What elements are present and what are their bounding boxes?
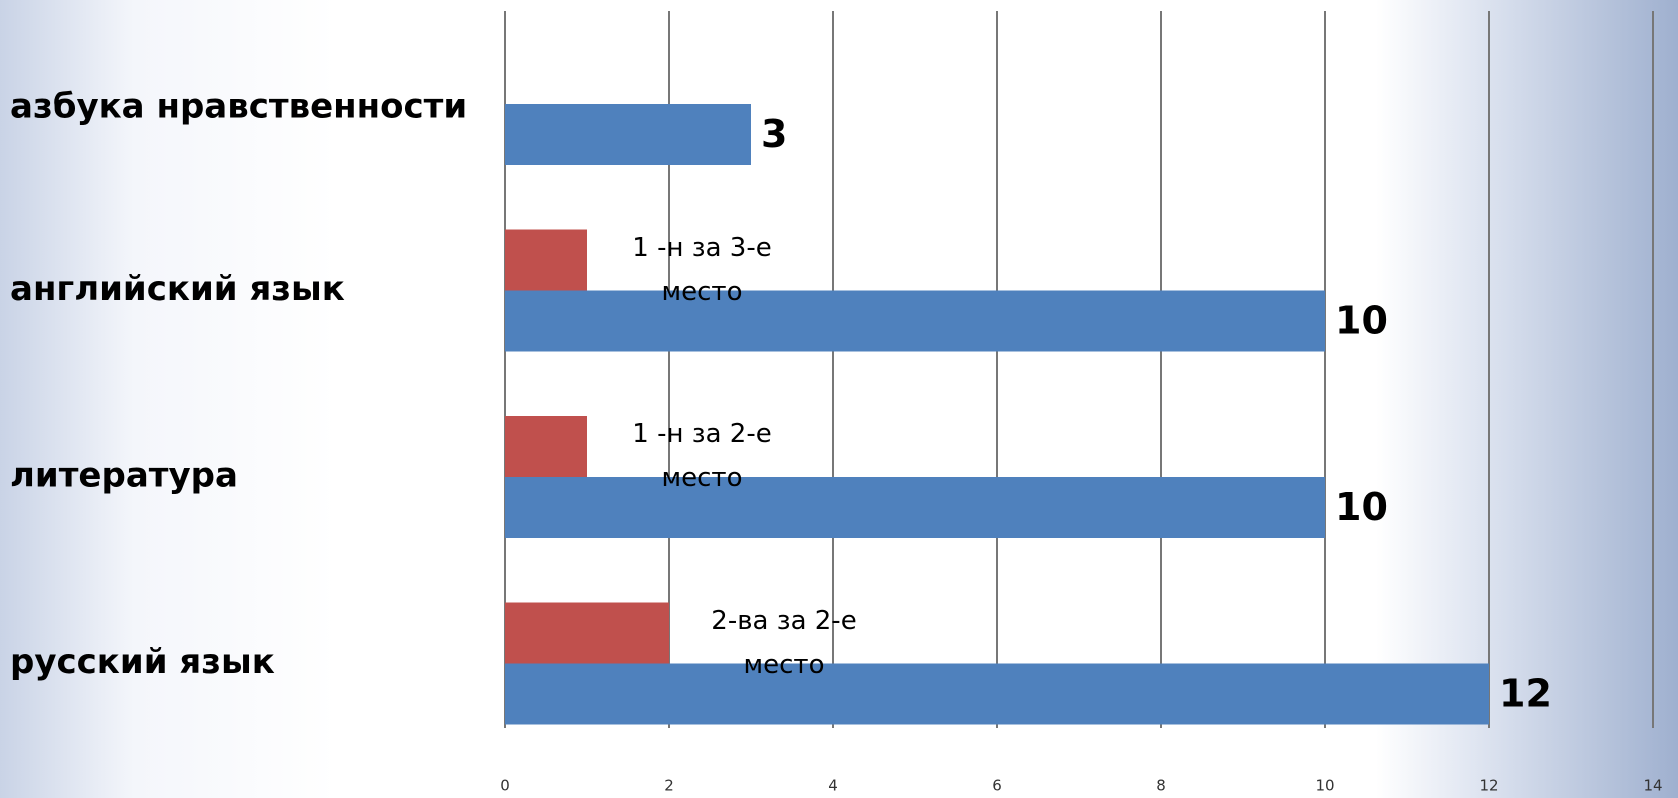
y-tick-label: английский язык [10,269,345,309]
bar [505,602,669,664]
bar [505,416,587,477]
bar [505,290,1325,352]
data-label: 2-ва за 2-е место [711,605,857,680]
x-tick-label: 2 [664,777,674,795]
y-tick-label: литература [10,456,238,496]
bar [505,229,587,291]
bar [505,477,1325,538]
x-tick-label: 14 [1643,777,1662,795]
data-label: 1 -н за 2-е место [632,419,772,493]
x-tick-label: 12 [1479,777,1498,795]
x-tick-label: 4 [828,777,838,795]
y-tick-label: азбука нравственности [10,87,467,127]
x-tick-label: 10 [1315,777,1334,795]
bar [505,104,751,165]
x-tick-label: 0 [500,777,510,795]
data-label: 10 [1335,485,1388,529]
data-label: 12 [1499,672,1552,716]
bar [505,663,1489,725]
x-tick-label: 8 [1156,777,1166,795]
x-tick-label: 6 [992,777,1002,795]
data-label: 10 [1335,299,1388,343]
data-label: 1 -н за 3-е место [632,232,772,307]
data-label: 3 [761,112,787,156]
y-tick-label: русский язык [10,642,275,682]
